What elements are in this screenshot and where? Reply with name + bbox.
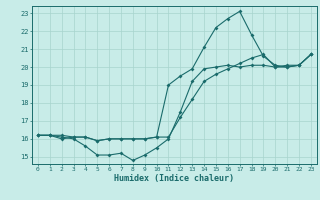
- X-axis label: Humidex (Indice chaleur): Humidex (Indice chaleur): [115, 174, 234, 183]
